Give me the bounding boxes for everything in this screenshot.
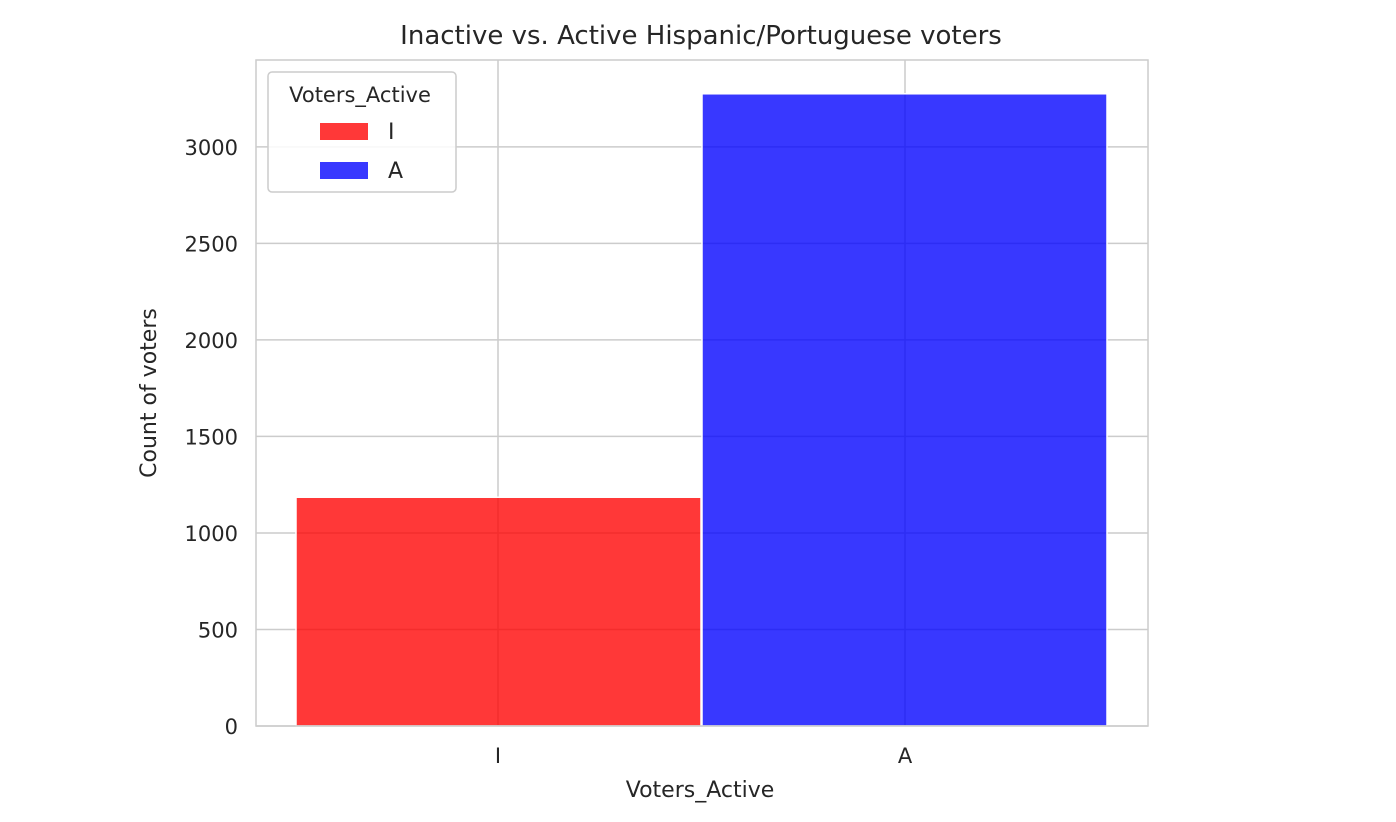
legend-label: A [388, 159, 403, 184]
x-axis-label: Voters_Active [626, 778, 775, 803]
y-tick-label: 0 [225, 715, 238, 739]
y-axis-label: Count of voters [137, 308, 162, 478]
y-tick-label: 2000 [185, 329, 238, 353]
legend: Voters_Active IA [268, 72, 456, 192]
legend-label: I [388, 120, 395, 145]
legend-swatch [320, 162, 368, 179]
y-tick-label: 500 [198, 618, 238, 642]
legend-title: Voters_Active [289, 83, 431, 108]
bar-a [702, 94, 1107, 726]
y-tick-label: 2500 [185, 232, 238, 256]
x-tick-label: I [495, 744, 501, 768]
x-tick-label: A [898, 744, 913, 768]
y-tick-labels: 0 500 1000 1500 2000 2500 3000 [185, 136, 238, 739]
chart-title: Inactive vs. Active Hispanic/Portuguese … [400, 21, 1002, 51]
y-tick-label: 1000 [185, 522, 238, 546]
bar-i [296, 497, 701, 726]
legend-swatch [320, 123, 368, 140]
y-tick-label: 1500 [185, 425, 238, 449]
y-tick-label: 3000 [185, 136, 238, 160]
